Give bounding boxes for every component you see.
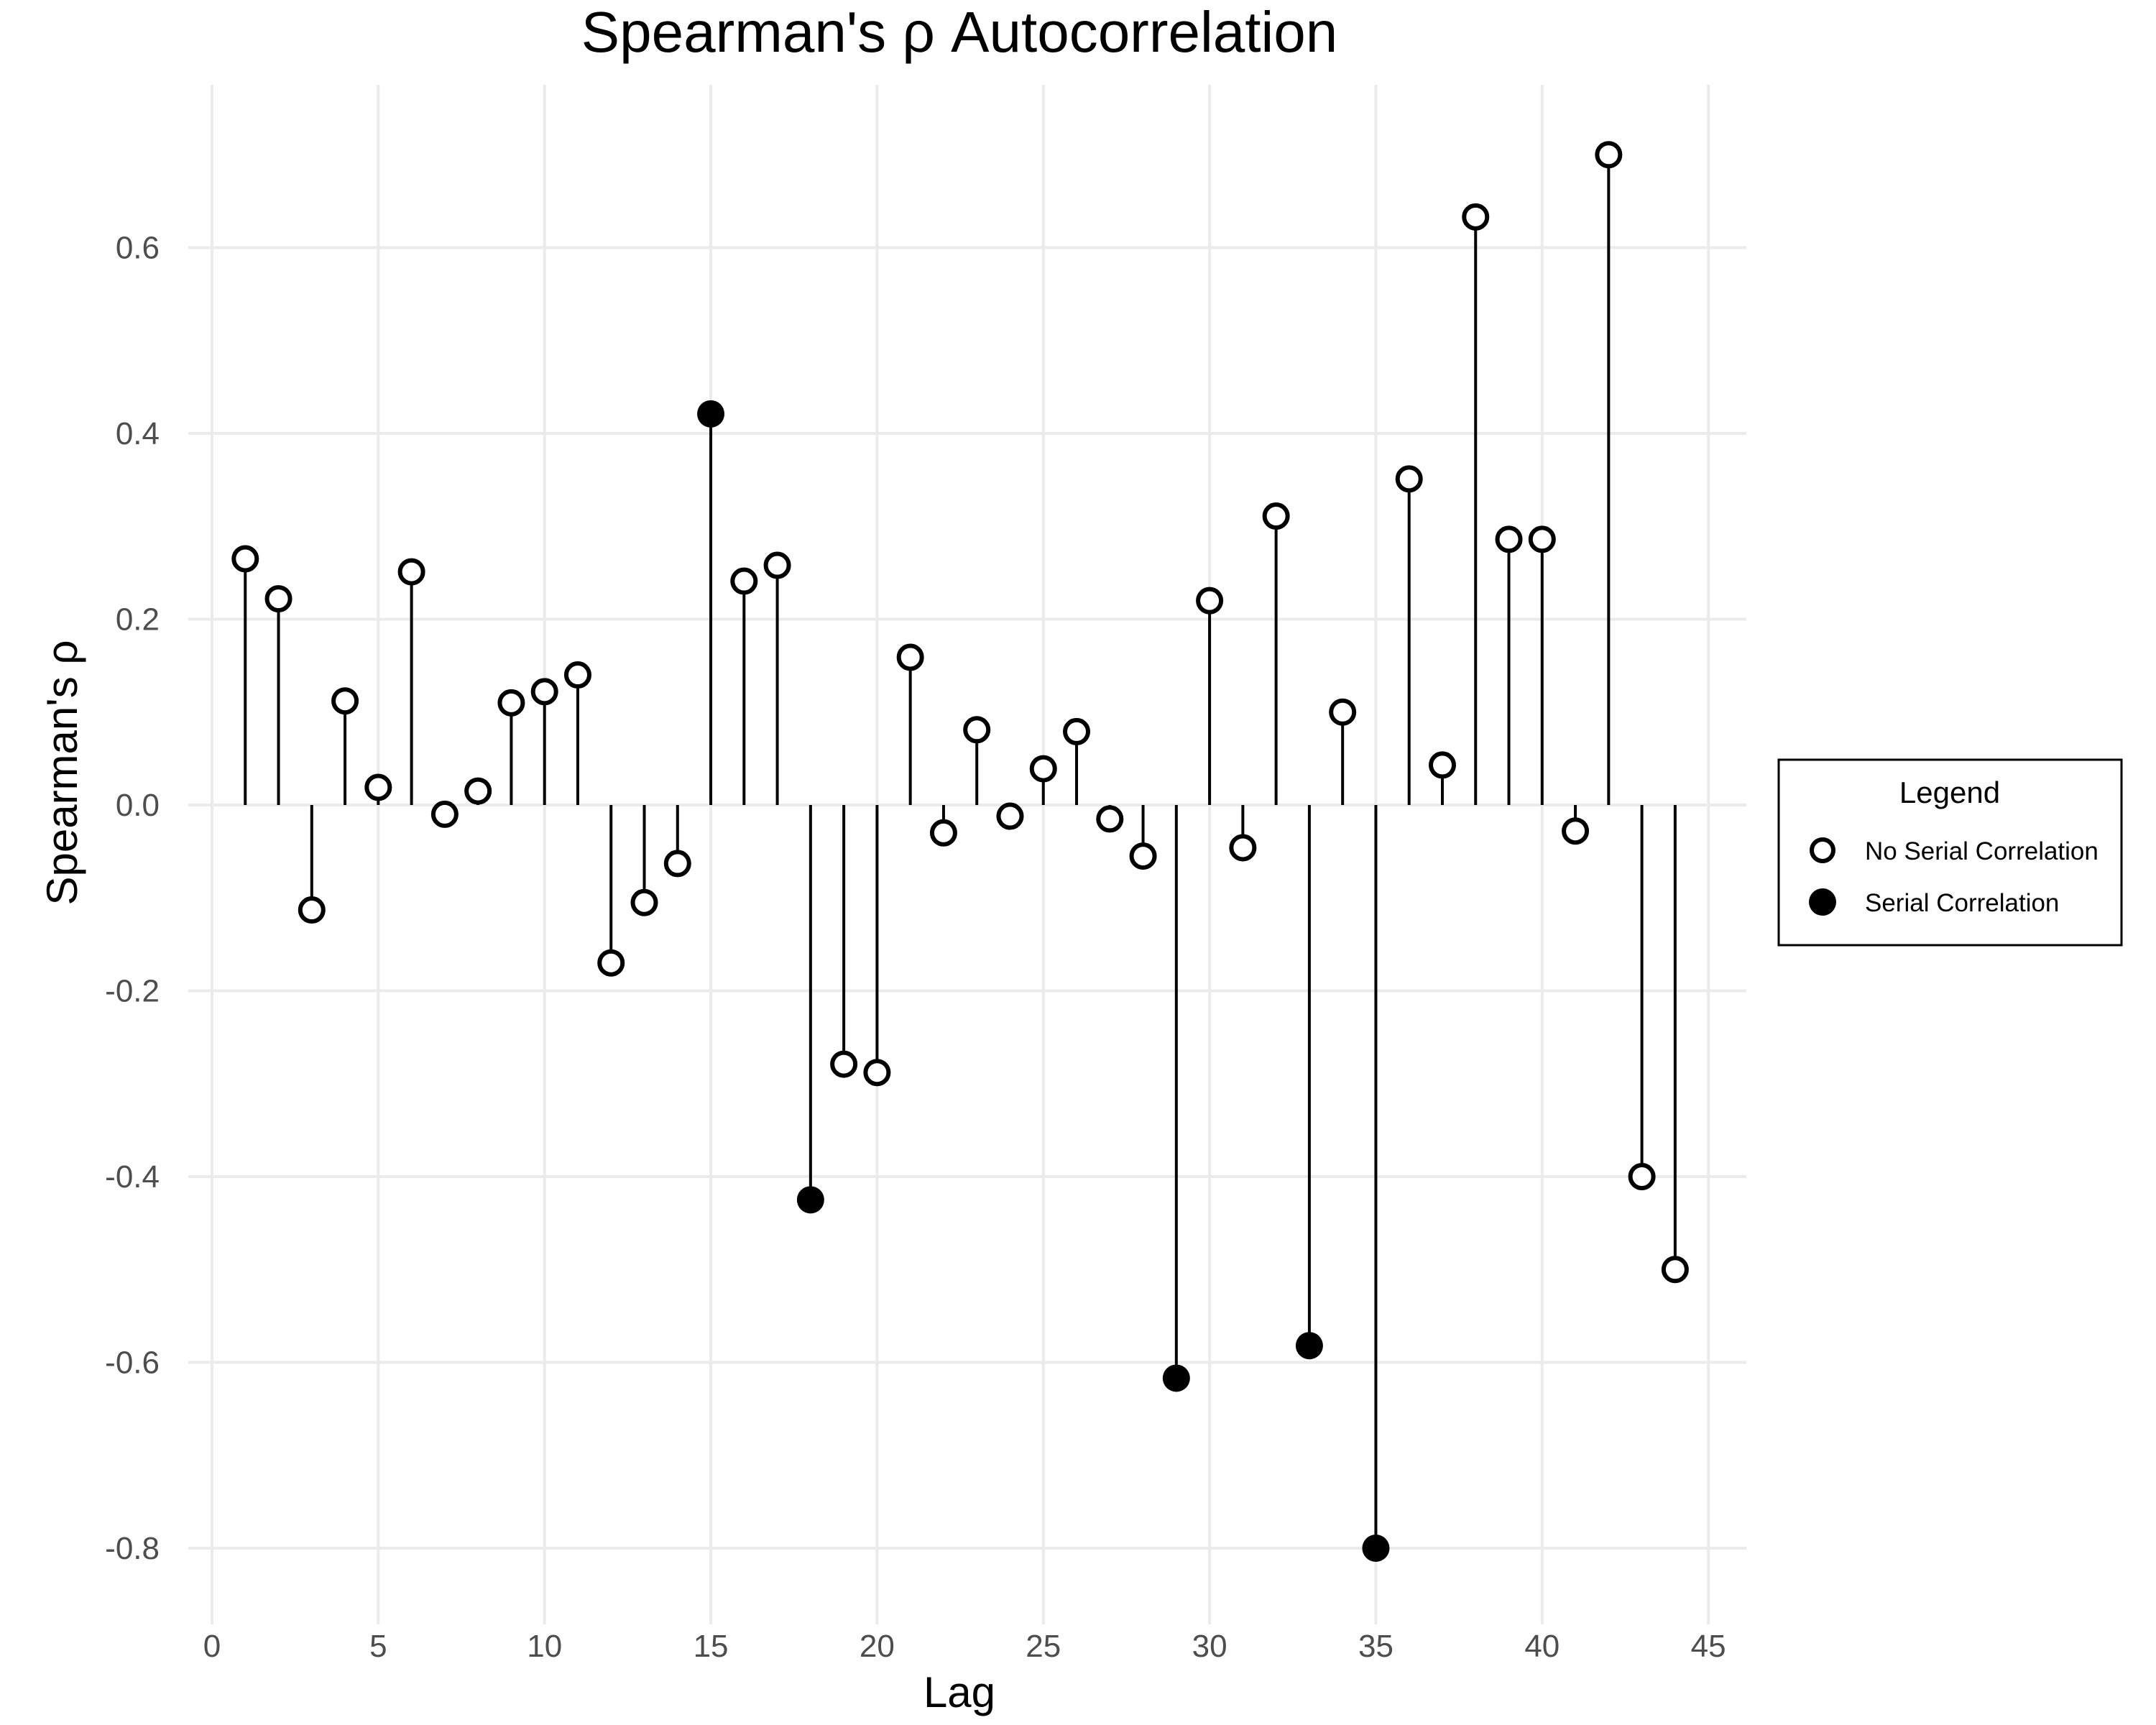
x-axis-title: Lag bbox=[923, 1668, 995, 1716]
point-lag-13 bbox=[630, 888, 658, 916]
point-serial-lag-15 bbox=[697, 400, 725, 428]
point-lag-38 bbox=[1462, 203, 1490, 231]
point-lag-31 bbox=[1229, 834, 1257, 862]
point-lag-26 bbox=[1063, 717, 1091, 745]
point-lag-44 bbox=[1661, 1256, 1689, 1284]
y-tick-label: 0.0 bbox=[116, 788, 160, 823]
point-lag-8 bbox=[464, 777, 492, 805]
point-lag-22 bbox=[929, 819, 957, 847]
legend-title: Legend bbox=[1899, 776, 2000, 809]
x-tick-label: 35 bbox=[1358, 1629, 1393, 1664]
legend-label-no-serial-correlation: No Serial Correlation bbox=[1865, 837, 2099, 865]
point-lag-12 bbox=[597, 949, 625, 977]
x-tick-label: 40 bbox=[1524, 1629, 1560, 1664]
point-lag-24 bbox=[996, 802, 1024, 830]
point-lag-41 bbox=[1562, 817, 1590, 845]
y-tick-label: -0.8 bbox=[105, 1531, 160, 1566]
point-lag-9 bbox=[497, 689, 525, 717]
legend-marker-serial-correlation bbox=[1809, 888, 1836, 916]
point-lag-23 bbox=[963, 716, 991, 744]
point-lag-36 bbox=[1395, 465, 1423, 493]
point-lag-2 bbox=[264, 585, 292, 613]
point-lag-42 bbox=[1595, 141, 1623, 169]
point-lag-19 bbox=[830, 1050, 858, 1078]
x-tick-label: 15 bbox=[694, 1629, 729, 1664]
point-serial-lag-35 bbox=[1362, 1535, 1390, 1562]
point-lag-28 bbox=[1129, 842, 1157, 870]
y-tick-label: 0.2 bbox=[116, 602, 160, 638]
data-points bbox=[231, 141, 1689, 1562]
legend-label-serial-correlation: Serial Correlation bbox=[1865, 889, 2059, 917]
point-serial-lag-33 bbox=[1295, 1332, 1323, 1360]
point-lag-5 bbox=[364, 773, 392, 801]
point-lag-25 bbox=[1029, 755, 1057, 783]
point-lag-4 bbox=[331, 687, 359, 715]
point-lag-30 bbox=[1196, 586, 1224, 615]
x-tick-label: 25 bbox=[1026, 1629, 1061, 1664]
x-tick-label: 0 bbox=[203, 1629, 221, 1664]
point-lag-39 bbox=[1495, 525, 1523, 553]
x-tick-label: 5 bbox=[369, 1629, 387, 1664]
point-lag-10 bbox=[530, 678, 558, 706]
legend-marker-no-serial-correlation bbox=[1810, 837, 1835, 863]
x-tick-label: 45 bbox=[1691, 1629, 1726, 1664]
point-lag-27 bbox=[1096, 805, 1124, 833]
y-tick-label: -0.6 bbox=[105, 1346, 160, 1381]
x-tick-label: 30 bbox=[1192, 1629, 1227, 1664]
point-lag-32 bbox=[1262, 502, 1290, 530]
point-lag-7 bbox=[430, 800, 459, 828]
point-lag-14 bbox=[663, 850, 691, 878]
x-tick-label: 10 bbox=[527, 1629, 562, 1664]
point-lag-17 bbox=[763, 551, 791, 579]
chart-title: Spearman's ρ Autocorrelation bbox=[581, 0, 1337, 64]
y-tick-label: -0.2 bbox=[105, 974, 160, 1009]
legend: Legend No Serial Correlation Serial Corr… bbox=[1777, 758, 2123, 947]
x-tick-label: 20 bbox=[860, 1629, 895, 1664]
y-tick-label: -0.4 bbox=[105, 1159, 160, 1195]
point-lag-6 bbox=[397, 558, 425, 586]
gridlines bbox=[188, 85, 1746, 1624]
point-lag-3 bbox=[298, 896, 326, 924]
point-lag-11 bbox=[563, 661, 591, 689]
point-serial-lag-18 bbox=[796, 1186, 824, 1214]
y-tick-label: 0.6 bbox=[116, 231, 160, 266]
y-axis-title: Spearman's ρ bbox=[38, 640, 86, 905]
point-lag-34 bbox=[1329, 698, 1357, 726]
stems bbox=[244, 155, 1677, 1548]
legend-box bbox=[1777, 758, 2123, 947]
point-lag-43 bbox=[1628, 1163, 1656, 1190]
point-lag-37 bbox=[1428, 751, 1456, 779]
point-serial-lag-29 bbox=[1162, 1364, 1190, 1392]
point-lag-1 bbox=[231, 545, 259, 573]
y-tick-label: 0.4 bbox=[116, 416, 160, 451]
point-lag-40 bbox=[1528, 525, 1556, 553]
point-lag-16 bbox=[730, 567, 758, 595]
axis-ticks: 0 5 10 15 20 25 30 35 40 45 -0.8 -0.6 -0.4 -0.2 0.0 0.2… bbox=[105, 231, 1726, 1665]
point-lag-20 bbox=[863, 1059, 891, 1087]
point-lag-21 bbox=[896, 643, 924, 671]
